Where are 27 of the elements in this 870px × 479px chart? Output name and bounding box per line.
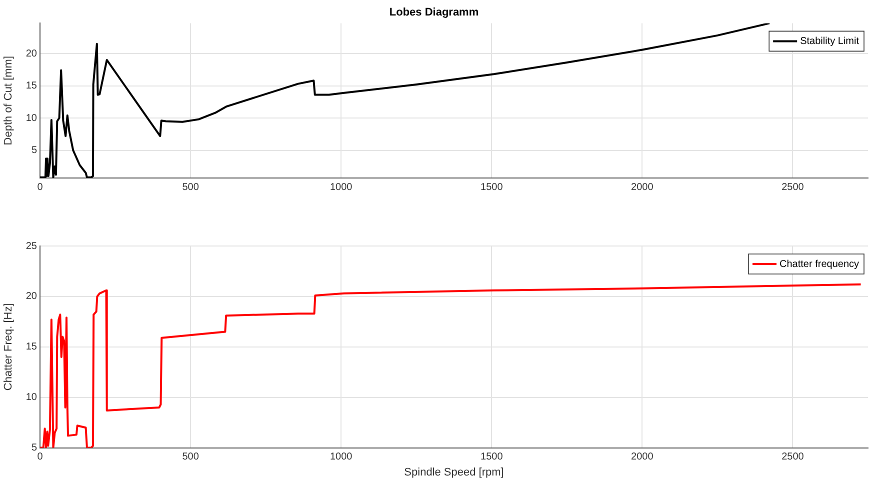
y-tick-label: 10 <box>26 112 38 124</box>
x-tick-label: 1000 <box>330 182 353 193</box>
y-tick-label: 10 <box>26 392 38 404</box>
x-tick-label: 2000 <box>631 452 654 463</box>
y-tick-label: 25 <box>26 240 38 252</box>
x-tick-label: 1500 <box>480 182 504 193</box>
y-tick-label: 15 <box>26 342 38 353</box>
x-tick-label: 2000 <box>631 182 654 193</box>
legend-label: Chatter frequency <box>780 258 860 270</box>
x-tick-label: 1500 <box>480 452 504 463</box>
y-tick-label: 20 <box>26 291 38 302</box>
y-tick-label: 20 <box>26 48 38 60</box>
y-tick-label: 15 <box>26 80 38 92</box>
legend-label: Stability Limit <box>800 36 860 47</box>
y-axis-title: Chatter Freq. [Hz] <box>2 303 15 391</box>
x-tick-label: 0 <box>37 182 44 193</box>
y-axis-title: Depth of Cut [mm] <box>2 56 15 146</box>
y-tick-label: 5 <box>31 145 38 156</box>
x-tick-label: 500 <box>182 452 200 463</box>
chart-title: Lobes Diagramm <box>389 6 479 19</box>
x-tick-label: 0 <box>37 452 44 463</box>
x-tick-label: 2500 <box>782 452 804 463</box>
y-tick-label: 5 <box>31 442 38 454</box>
x-tick-label: 500 <box>182 182 200 193</box>
x-axis-title: Spindle Speed [rpm] <box>404 466 504 478</box>
x-tick-label: 2500 <box>782 182 804 193</box>
x-tick-label: 1000 <box>330 452 353 463</box>
